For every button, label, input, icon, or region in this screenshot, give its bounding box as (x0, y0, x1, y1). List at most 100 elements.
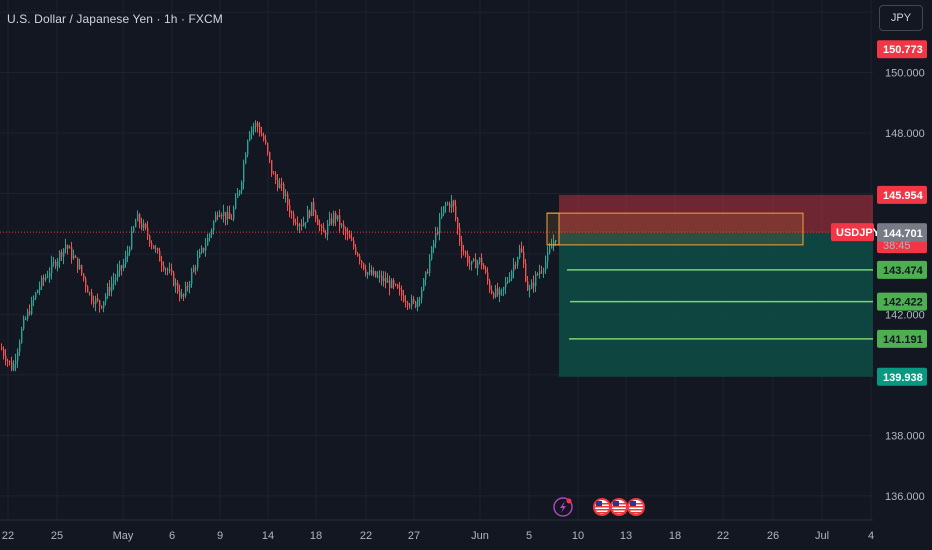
candle-body[interactable] (243, 163, 245, 183)
candle-body[interactable] (327, 224, 329, 235)
candle-body[interactable] (335, 213, 337, 220)
candle-body[interactable] (479, 257, 481, 263)
candle-body[interactable] (9, 360, 11, 362)
candle-body[interactable] (325, 232, 327, 235)
lightning-icon[interactable] (553, 497, 573, 517)
candle-body[interactable] (97, 298, 99, 301)
candle-body[interactable] (379, 275, 381, 277)
candle-body[interactable] (467, 254, 469, 264)
candle-body[interactable] (95, 298, 97, 305)
candle-body[interactable] (111, 283, 113, 292)
candle-body[interactable] (23, 318, 25, 329)
top-price-badge[interactable] (877, 40, 927, 59)
candle-body[interactable] (201, 247, 203, 253)
candle-body[interactable] (381, 275, 383, 282)
candle-body[interactable] (65, 245, 67, 249)
candle-body[interactable] (323, 228, 325, 233)
candle-body[interactable] (163, 265, 165, 270)
candle-body[interactable] (545, 261, 547, 270)
candle-body[interactable] (329, 218, 331, 225)
candle-body[interactable] (395, 284, 397, 286)
candle-body[interactable] (59, 252, 61, 261)
candle-body[interactable] (487, 272, 489, 281)
candle-body[interactable] (73, 256, 75, 259)
candle-body[interactable] (503, 287, 505, 290)
candle-body[interactable] (233, 208, 235, 220)
candle-body[interactable] (227, 212, 229, 220)
candle-body[interactable] (471, 260, 473, 265)
candle-body[interactable] (55, 261, 57, 267)
candle-body[interactable] (263, 135, 265, 140)
candle-body[interactable] (127, 252, 129, 257)
candlestick-series[interactable] (1, 120, 557, 372)
candle-body[interactable] (489, 280, 491, 291)
candle-body[interactable] (79, 265, 81, 269)
candle-body[interactable] (37, 290, 39, 293)
candle-body[interactable] (71, 247, 73, 259)
candle-body[interactable] (345, 228, 347, 234)
candle-body[interactable] (371, 270, 373, 275)
candle-body[interactable] (235, 197, 237, 209)
candle-body[interactable] (199, 252, 201, 258)
candle-body[interactable] (187, 286, 189, 288)
candle-body[interactable] (207, 237, 209, 246)
candle-body[interactable] (105, 295, 107, 302)
candle-body[interactable] (255, 122, 257, 127)
candle-body[interactable] (359, 255, 361, 261)
candle-body[interactable] (533, 282, 535, 287)
us-flag-icon[interactable] (610, 498, 628, 516)
candle-body[interactable] (265, 139, 267, 144)
candle-body[interactable] (169, 269, 171, 271)
candle-body[interactable] (261, 133, 263, 136)
candle-body[interactable] (441, 213, 443, 218)
candle-body[interactable] (425, 271, 427, 280)
candle-body[interactable] (229, 212, 231, 219)
candle-body[interactable] (317, 218, 319, 226)
candle-body[interactable] (93, 301, 95, 305)
candle-body[interactable] (171, 269, 173, 273)
candle-body[interactable] (223, 211, 225, 216)
candle-body[interactable] (443, 206, 445, 214)
candle-body[interactable] (21, 328, 23, 343)
candle-body[interactable] (311, 202, 313, 217)
candle-body[interactable] (57, 260, 59, 267)
candle-body[interactable] (415, 301, 417, 307)
candle-body[interactable] (403, 295, 405, 302)
candle-body[interactable] (119, 265, 121, 271)
candle-body[interactable] (495, 288, 497, 298)
candle-body[interactable] (553, 241, 555, 247)
candle-body[interactable] (203, 247, 205, 251)
candle-body[interactable] (83, 273, 85, 279)
candle-body[interactable] (135, 221, 137, 228)
candle-body[interactable] (109, 286, 111, 292)
candle-body[interactable] (43, 277, 45, 280)
candle-body[interactable] (287, 194, 289, 205)
candle-body[interactable] (511, 271, 513, 279)
candle-body[interactable] (473, 259, 475, 261)
candle-body[interactable] (219, 214, 221, 217)
candle-body[interactable] (131, 231, 133, 249)
candle-body[interactable] (51, 262, 53, 274)
candle-body[interactable] (85, 278, 87, 287)
candle-body[interactable] (77, 257, 79, 269)
candle-body[interactable] (445, 204, 447, 207)
candle-body[interactable] (123, 263, 125, 269)
candle-body[interactable] (81, 265, 83, 274)
candle-body[interactable] (257, 122, 259, 127)
candle-body[interactable] (459, 228, 461, 242)
candle-body[interactable] (409, 305, 411, 307)
candle-body[interactable] (175, 282, 177, 286)
candle-body[interactable] (525, 263, 527, 282)
candle-body[interactable] (475, 259, 477, 269)
candle-body[interactable] (151, 243, 153, 246)
candle-body[interactable] (431, 247, 433, 260)
candle-body[interactable] (401, 289, 403, 296)
candle-body[interactable] (155, 248, 157, 250)
candle-body[interactable] (253, 126, 255, 129)
candle-body[interactable] (225, 211, 227, 220)
candle-body[interactable] (267, 143, 269, 153)
candle-body[interactable] (377, 276, 379, 278)
candle-body[interactable] (321, 226, 323, 229)
candle-body[interactable] (333, 213, 335, 224)
candle-body[interactable] (457, 218, 459, 229)
